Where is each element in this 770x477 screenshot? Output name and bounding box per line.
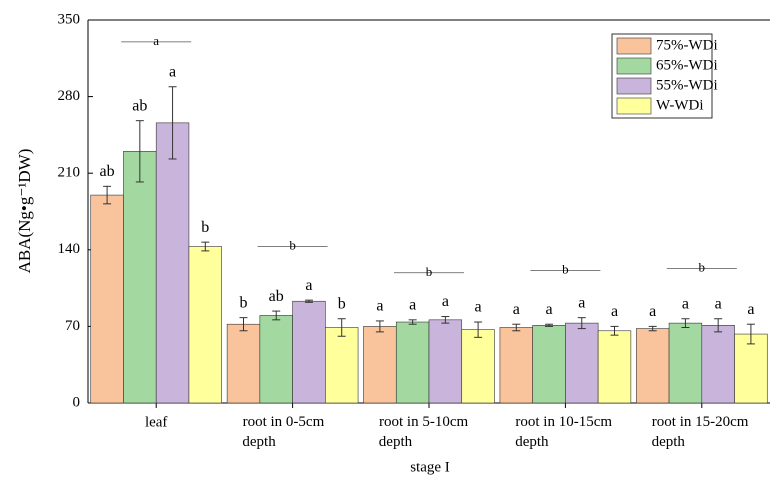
significance-letter: a (475, 299, 482, 316)
group-letter: a (153, 33, 159, 48)
bar (123, 151, 157, 404)
bar (428, 319, 463, 404)
bar (226, 323, 261, 404)
bar (363, 326, 397, 404)
significance-letter: b (239, 294, 247, 311)
legend-label: 65%-WDi (656, 57, 718, 73)
bar (259, 315, 293, 404)
y-tick-label: 0 (73, 394, 81, 410)
group-letter: b (289, 238, 296, 253)
y-tick-label: 280 (58, 88, 81, 104)
significance-letter: a (611, 303, 618, 320)
significance-letter: a (715, 295, 722, 312)
significance-letter: a (305, 277, 312, 294)
bar (188, 246, 222, 404)
significance-letter: b (201, 219, 209, 236)
legend-label: 55%-WDi (656, 77, 718, 93)
legend-swatch (616, 37, 652, 55)
significance-letter: a (545, 301, 552, 318)
group-letter: b (699, 259, 706, 274)
legend-label: W-WDi (656, 97, 703, 113)
legend-swatch (616, 97, 652, 115)
y-axis-label: ABA(Ng•g⁻¹DW) (15, 149, 34, 274)
group-letter: b (562, 262, 569, 277)
bar (636, 328, 670, 404)
legend-swatch (616, 57, 652, 75)
bar (155, 122, 190, 404)
bar (532, 325, 566, 404)
group-letter: b (426, 264, 433, 279)
significance-letter: a (409, 297, 416, 314)
significance-letter: a (747, 301, 754, 318)
significance-letter: ab (132, 97, 147, 114)
bar (668, 322, 703, 404)
significance-letter: a (578, 294, 585, 311)
bar (565, 322, 599, 404)
legend-label: 75%-WDi (656, 37, 718, 53)
significance-letter: a (682, 295, 689, 312)
bar (701, 325, 735, 404)
significance-letter: a (169, 63, 176, 80)
significance-letter: a (513, 301, 520, 318)
bar (461, 329, 495, 404)
significance-letter: a (442, 293, 449, 310)
significance-letter: b (338, 295, 346, 312)
x-tick-label: leaf (145, 414, 167, 430)
x-axis-label: stage I (410, 459, 450, 475)
significance-letter: ab (269, 288, 284, 305)
x-tick-label: root in 10-15cm depth (515, 414, 616, 450)
bar (395, 321, 430, 404)
y-tick-label: 210 (58, 165, 81, 181)
bar (325, 327, 359, 404)
bar (292, 300, 326, 404)
significance-letter: ab (100, 163, 115, 180)
bar (499, 327, 533, 404)
x-tick-label: root in 0-5cm depth (242, 414, 328, 450)
significance-letter: a (376, 298, 383, 315)
bar (90, 194, 124, 404)
significance-letter: a (649, 303, 656, 320)
bar (597, 330, 632, 404)
y-tick-label: 70 (65, 318, 80, 334)
x-tick-label: root in 15-20cm depth (652, 414, 753, 450)
y-tick-label: 350 (58, 11, 81, 27)
y-tick-label: 140 (58, 241, 81, 257)
legend-swatch (616, 77, 652, 95)
x-tick-label: root in 5-10cm depth (379, 414, 472, 450)
